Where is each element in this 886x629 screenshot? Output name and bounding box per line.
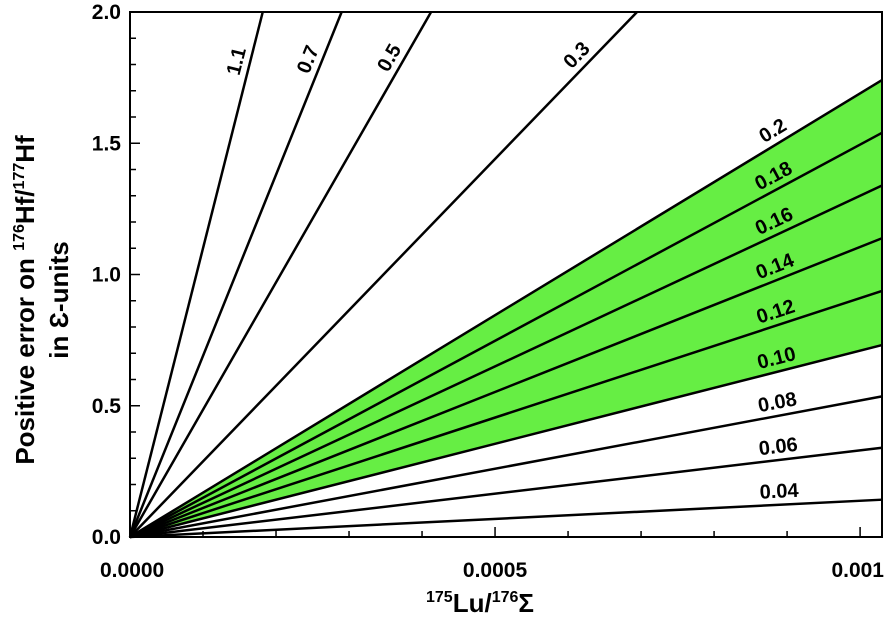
- x-axis-title-main: Lu/: [453, 588, 492, 618]
- line-label-12: 0.04: [759, 480, 800, 504]
- series-line-9: [129, 343, 883, 539]
- x-tick-label-2: 0.001: [831, 559, 884, 582]
- y-axis-title-sup: 176: [11, 224, 28, 251]
- y-tick-label-0: 0.0: [92, 526, 121, 549]
- line-label-2: 0.5: [373, 40, 406, 75]
- series-line-11: [129, 446, 883, 539]
- series-line-10: [129, 395, 883, 539]
- series-line-7: [129, 237, 883, 539]
- line-label-11: 0.06: [758, 434, 799, 460]
- y-axis-title-line1: Positive error on 176Hf/177Hf: [10, 135, 40, 465]
- y-tick-label-2: 1.0: [92, 264, 121, 287]
- line-label-3: 0.3: [559, 38, 594, 73]
- y-tick-label-4: 2.0: [92, 1, 121, 24]
- series-line-8: [129, 289, 883, 539]
- x-tick-label-0: 0.0000: [100, 559, 164, 582]
- series-line-0: [128, 11, 264, 538]
- tick-labels-layer: 0.0000 0.0005 0.001 0.0 0.5 1.0 1.5 2.0: [92, 1, 885, 582]
- y-axis-title-tail: Hf: [10, 135, 40, 163]
- y-axis-title-pre: Positive error on: [10, 251, 40, 465]
- x-tick-label-1: 0.0005: [463, 559, 528, 582]
- series-line-5: [129, 131, 883, 539]
- series-line-1: [128, 11, 343, 538]
- y-axis-title-line2: in Ɛ-units: [44, 241, 74, 358]
- y-axis-title: Positive error on 176Hf/177Hf in Ɛ-units: [10, 135, 74, 465]
- ticks-layer: [129, 11, 861, 538]
- x-axis-title-tail: Σ: [518, 588, 534, 618]
- series-lines-layer: [128, 11, 883, 539]
- series-line-12: [129, 498, 883, 539]
- y-tick-label-1: 0.5: [92, 395, 122, 418]
- x-axis-title: 175Lu/176Σ: [426, 588, 534, 618]
- y-axis-title-main: Hf/: [10, 189, 40, 224]
- x-axis-title-sup: 175: [426, 589, 453, 606]
- y-tick-label-3: 1.5: [92, 132, 122, 155]
- line-label-1: 0.7: [293, 43, 324, 77]
- x-axis-title-sup2: 176: [492, 589, 519, 606]
- y-axis-title-sup2: 177: [11, 163, 28, 190]
- series-line-2: [128, 11, 433, 538]
- series-line-4: [129, 78, 883, 539]
- series-line-6: [129, 184, 883, 539]
- series-line-3: [129, 11, 638, 538]
